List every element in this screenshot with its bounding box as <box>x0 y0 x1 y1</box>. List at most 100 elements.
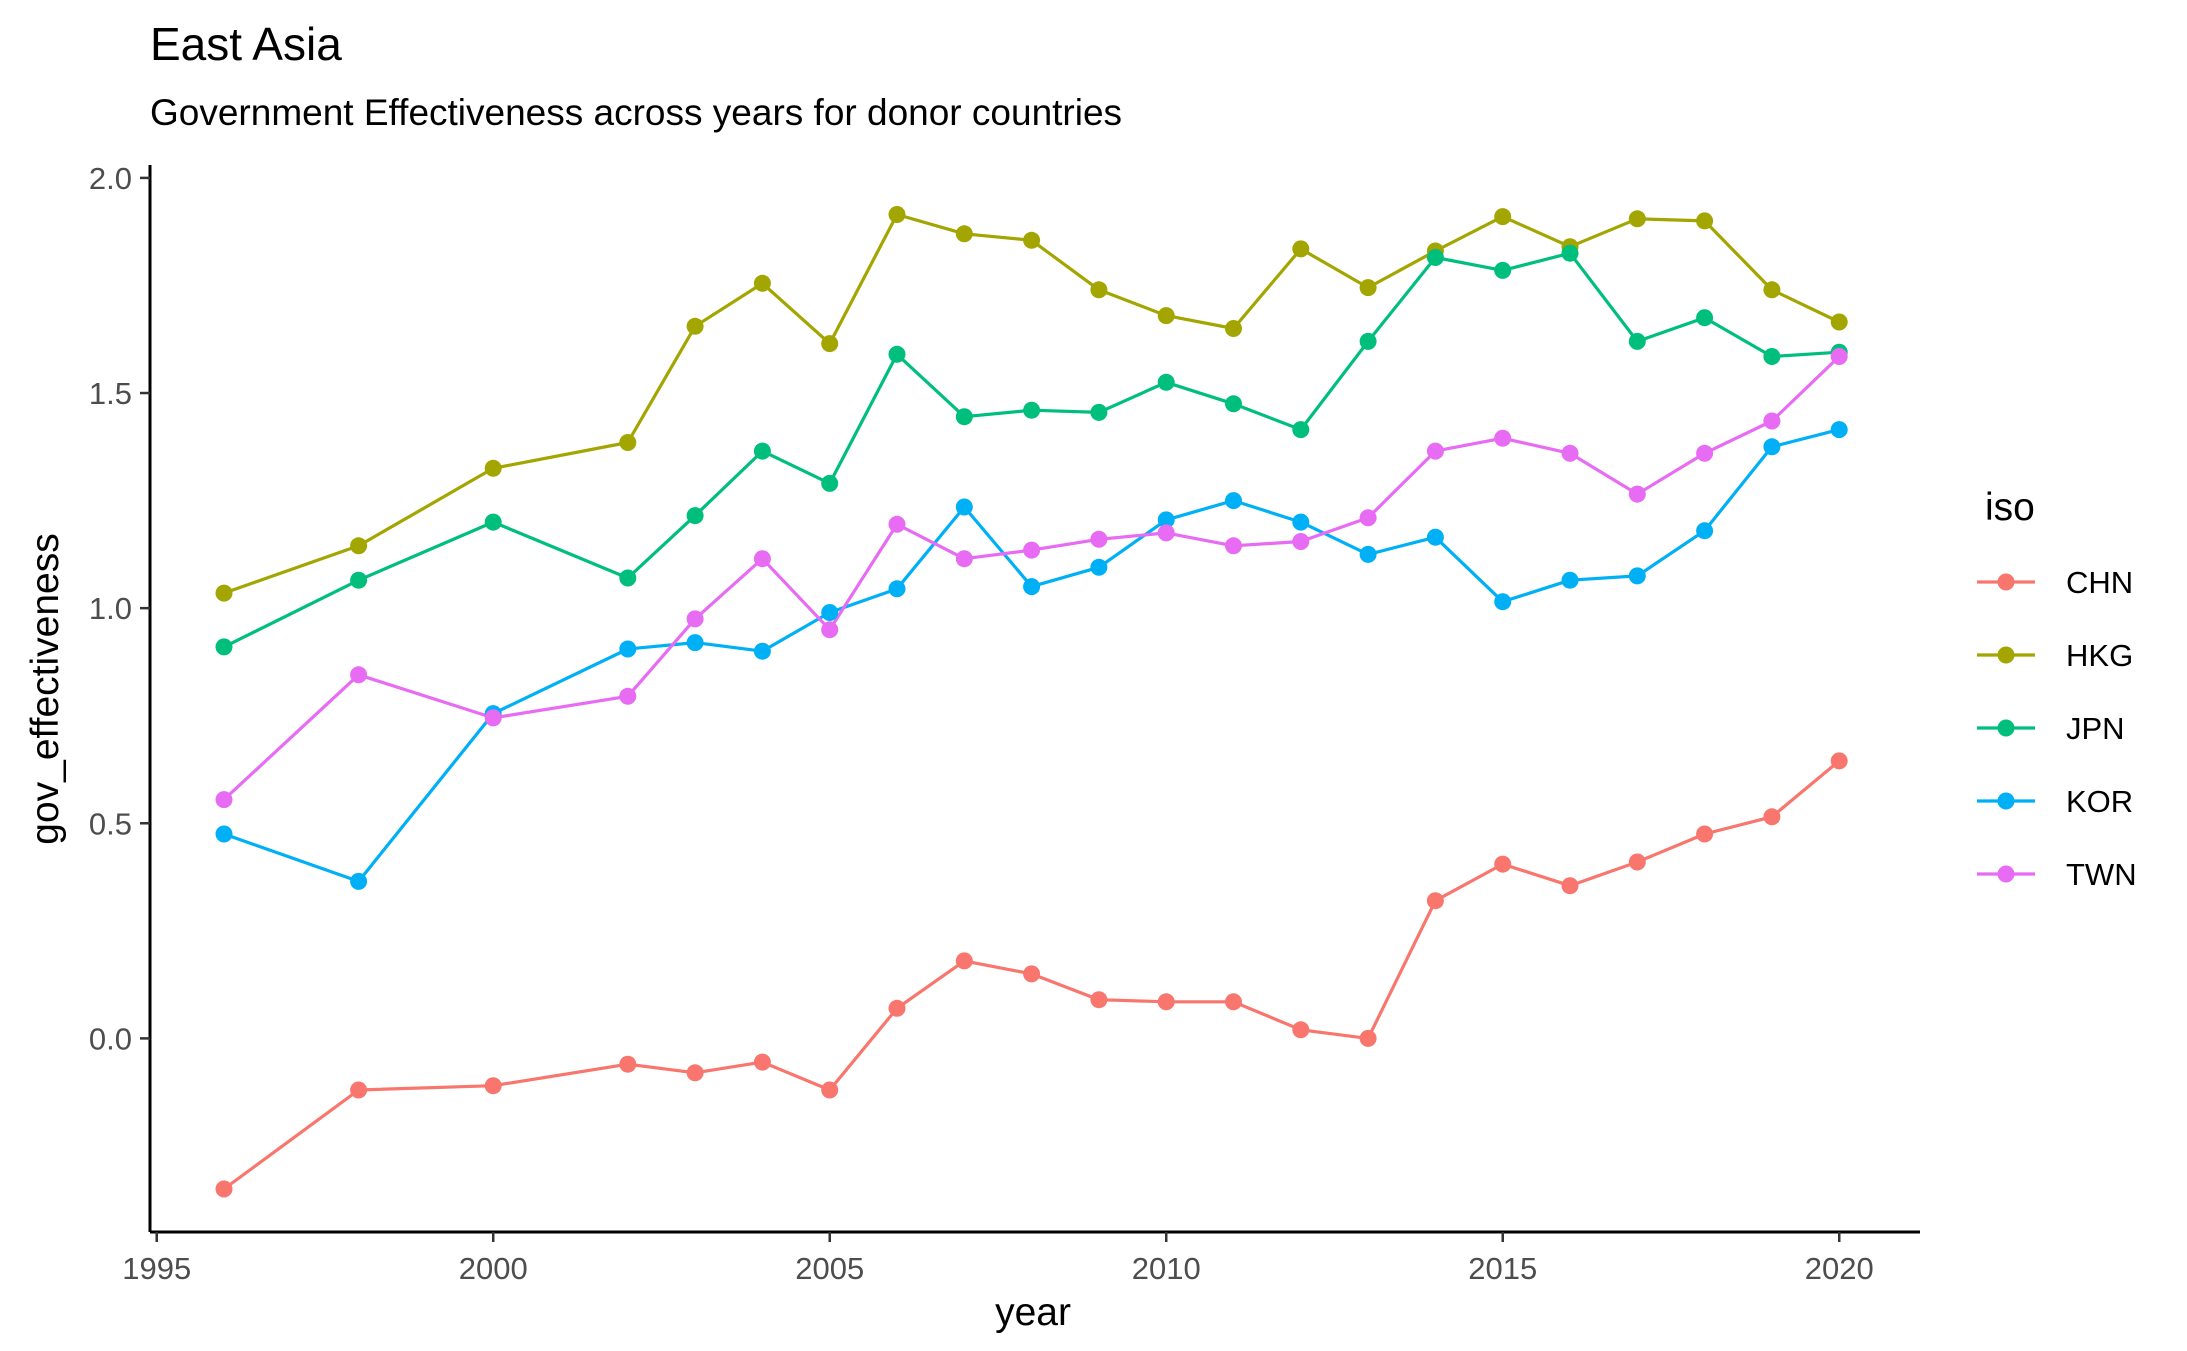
data-point-hkg <box>1090 281 1108 299</box>
data-point-chn <box>888 999 906 1017</box>
data-point-hkg <box>1359 279 1377 297</box>
data-point-twn <box>1426 442 1444 460</box>
data-point-jpn <box>1090 403 1108 421</box>
data-point-jpn <box>619 569 637 587</box>
data-point-twn <box>1225 537 1242 555</box>
data-point-kor <box>1628 567 1646 585</box>
plot-area: 1995 2000 2005 2010 2015 2020 0.0 0.5 1.0 1.5 2.0 <box>89 161 1920 1286</box>
x-tick-label: 2010 <box>1132 1251 1201 1286</box>
data-point-twn <box>1359 509 1377 527</box>
x-axis-title: year <box>995 1291 1071 1334</box>
data-point-hkg <box>1628 210 1646 228</box>
series-line-kor <box>223 428 1840 884</box>
data-point-kor <box>955 498 973 516</box>
data-point-kor <box>1090 558 1108 576</box>
data-point-jpn <box>1763 348 1781 365</box>
data-point-twn <box>1830 348 1848 365</box>
data-point-kor <box>1426 528 1444 546</box>
data-point-kor <box>1830 421 1848 439</box>
data-point-chn <box>753 1053 771 1071</box>
data-point-hkg <box>1830 313 1848 331</box>
data-point-twn <box>955 550 973 568</box>
data-point-kor <box>619 640 637 658</box>
data-point-jpn <box>686 507 704 525</box>
data-point-chn <box>484 1077 502 1095</box>
data-point-chn <box>619 1055 637 1073</box>
chart-title: East Asia <box>150 18 342 70</box>
data-point-hkg <box>888 206 906 223</box>
legend-items: CHN HKG JPN KOR TWN <box>1977 565 2137 892</box>
data-point-hkg <box>619 434 637 451</box>
data-point-twn <box>1494 429 1512 447</box>
legend-label-twn: TWN <box>2066 857 2137 892</box>
data-point-chn <box>1023 965 1041 983</box>
data-point-kor <box>686 634 704 652</box>
data-point-twn <box>888 515 906 533</box>
y-tick-label: 1.0 <box>89 591 132 626</box>
legend-key-point-kor <box>1997 792 2015 810</box>
data-point-hkg <box>955 225 973 243</box>
legend-key-point-twn <box>1997 865 2015 883</box>
data-point-chn <box>821 1081 839 1099</box>
data-point-hkg <box>1023 231 1041 249</box>
series-line-jpn <box>223 251 1840 649</box>
data-point-kor <box>1494 593 1512 611</box>
data-point-jpn <box>1696 309 1714 327</box>
data-point-hkg <box>821 335 839 353</box>
data-point-kor <box>1359 545 1377 563</box>
y-tick-label: 0.5 <box>89 806 132 841</box>
data-point-chn <box>1225 993 1242 1011</box>
data-point-twn <box>821 621 839 639</box>
data-point-jpn <box>1628 332 1646 350</box>
data-point-kor <box>215 825 233 843</box>
data-point-chn <box>1090 991 1108 1009</box>
data-point-hkg <box>484 459 502 477</box>
x-tick-label: 1995 <box>122 1251 191 1286</box>
data-point-kor <box>1225 492 1242 510</box>
data-point-chn <box>686 1064 704 1082</box>
data-point-twn <box>1090 530 1108 548</box>
series-line-chn <box>223 759 1841 1191</box>
y-tick-label: 0.0 <box>89 1021 132 1056</box>
data-point-hkg <box>215 584 233 602</box>
series-line-twn <box>222 355 1841 801</box>
data-point-twn <box>1763 412 1781 430</box>
data-point-jpn <box>1494 261 1512 279</box>
data-point-jpn <box>350 571 368 589</box>
data-point-hkg <box>350 537 368 555</box>
legend-key-point-hkg <box>1997 646 2015 664</box>
data-point-chn <box>955 952 973 970</box>
x-tick-label: 2020 <box>1805 1251 1874 1286</box>
data-point-chn <box>1292 1021 1310 1039</box>
legend: iso CHN HKG JPN KOR TWN <box>1977 486 2137 892</box>
series-points <box>215 206 1848 1198</box>
x-tick-label: 2005 <box>795 1251 864 1286</box>
data-point-twn <box>1561 444 1579 462</box>
data-point-chn <box>1561 877 1579 895</box>
data-point-chn <box>1696 825 1714 843</box>
legend-key-point-chn <box>1997 573 2015 591</box>
data-point-kor <box>1157 511 1175 529</box>
data-point-hkg <box>1157 307 1175 325</box>
data-point-hkg <box>1225 320 1242 337</box>
data-point-jpn <box>1225 395 1242 413</box>
data-point-twn <box>1023 541 1041 559</box>
data-point-chn <box>1359 1029 1377 1047</box>
x-tick-label: 2000 <box>459 1251 528 1286</box>
data-point-hkg <box>753 274 771 292</box>
data-point-kor <box>350 872 368 890</box>
x-tick-label: 2015 <box>1468 1251 1537 1286</box>
data-point-twn <box>619 687 637 705</box>
data-point-kor <box>1023 578 1041 596</box>
data-point-hkg <box>1763 281 1781 299</box>
data-point-jpn <box>484 513 502 531</box>
data-point-twn <box>1628 485 1646 503</box>
data-point-jpn <box>955 408 973 426</box>
data-point-jpn <box>215 638 233 656</box>
data-point-jpn <box>1023 401 1041 419</box>
data-point-jpn <box>888 345 906 363</box>
legend-title: iso <box>1985 486 2035 529</box>
data-point-twn <box>1292 533 1310 550</box>
legend-label-hkg: HKG <box>2066 638 2133 673</box>
